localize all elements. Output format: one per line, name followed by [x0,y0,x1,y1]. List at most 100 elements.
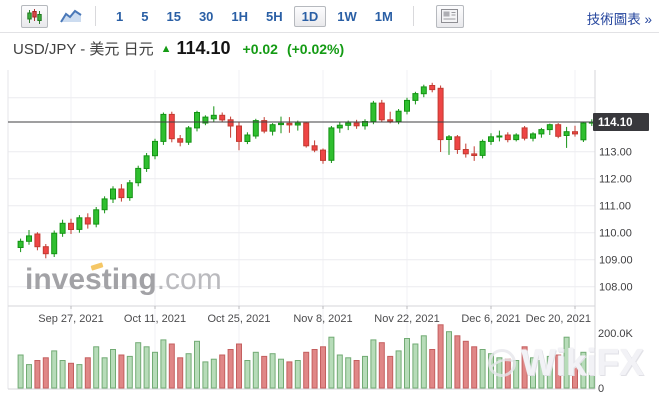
volume-bar [118,354,125,389]
candle-body [26,235,32,242]
candle-body [328,127,335,161]
volume-bar [252,351,259,389]
candlestick-chart-button[interactable] [21,4,48,28]
candle-body [269,124,276,132]
candle-body [252,120,259,137]
candle-body [429,85,436,91]
investing-com-watermark: investing.com [25,262,222,297]
price-change: +0.02 [242,41,278,57]
interval-button-1H[interactable]: 1H [231,8,249,24]
candle-body [454,136,461,151]
volume-bar [261,355,268,389]
candle-body [555,124,562,137]
volume-bar [454,335,461,389]
price-change-percent: (+0.02%) [286,41,345,57]
volume-bar [177,357,184,389]
candle-body [311,145,318,151]
date-axis-label: Nov 8, 2021 [293,313,352,325]
interval-button-5[interactable]: 5 [141,8,149,24]
date-axis-label: Dec 6, 2021 [461,313,520,325]
candle-body [160,113,167,142]
date-axis-label: Oct 25, 2021 [208,313,271,325]
volume-bar [446,331,452,389]
interval-button-15[interactable]: 15 [166,8,181,24]
news-icon [441,9,459,23]
candle-body [168,113,175,140]
volume-bar [42,357,49,389]
candle-body [202,116,209,124]
volume-bar [219,354,226,389]
volume-bar [76,364,83,389]
price-up-arrow-icon: ▲ [160,43,172,55]
candle-body [152,140,158,157]
toolbar-divider [95,6,96,26]
investing-watermark-suffix: .com [156,263,222,296]
volume-axis-label-max: 200.0K [598,328,634,340]
candle-body [236,125,242,142]
volume-bar [93,346,100,389]
last-price-badge-label: 114.10 [598,117,633,129]
volume-bar [210,358,217,389]
candle-body [395,110,402,122]
volume-bar [244,360,251,389]
candle-body [286,122,293,126]
interval-button-1D[interactable]: 1D [293,5,327,27]
interval-button-1[interactable]: 1 [116,8,124,24]
volume-bar [110,349,116,389]
volume-bar [353,360,360,389]
candle-body [521,127,528,139]
volume-bar [160,339,167,389]
volume-bar [320,346,326,389]
volume-bar [462,340,469,389]
candle-body [303,122,310,147]
candle-body [353,122,360,127]
candle-body [34,233,41,248]
line-chart-button[interactable] [57,5,84,28]
volume-bar [580,351,587,389]
technical-chart-link[interactable]: 技術圖表 » [586,12,652,27]
wikifx-watermark: WikiFX [487,342,644,384]
instrument-name: USD/JPY - 美元 日元 [13,41,154,58]
volume-bar [26,364,32,389]
interval-button-group: 1 5 15 30 1H 5H 1D 1W 1M [107,5,402,27]
candle-body [219,114,226,121]
price-axis-label: 112.00 [599,174,632,186]
candle-body [496,135,503,138]
volume-bar [429,349,436,389]
volume-bar [68,362,74,389]
volume-bar [572,362,578,389]
candle-body [110,188,116,200]
interval-button-1M[interactable]: 1M [374,8,393,24]
candlestick-icon [27,8,42,24]
volume-bar [59,360,66,389]
candle-body [51,232,58,255]
candle-body [446,136,452,141]
news-panel-button[interactable] [435,4,464,28]
candle-body [404,99,410,112]
candle-body [370,102,377,122]
interval-button-30[interactable]: 30 [198,8,214,24]
volume-bar [530,357,536,389]
candle-body [504,134,511,141]
candle-body [177,138,184,143]
candle-body [76,217,83,230]
candle-body [68,222,74,231]
interval-button-1W[interactable]: 1W [337,8,357,24]
candle-body [17,240,24,249]
volume-bar [101,357,108,389]
volume-bar [17,354,24,389]
volume-bar [336,354,343,389]
date-axis-label: Dec 20, 2021 [526,313,591,325]
candle-body [135,167,142,184]
price-axis-label: 109.00 [599,255,633,267]
instrument-header: USD/JPY - 美元 日元 ▲ 114.10 +0.02 (+0.02%) [13,38,344,59]
interval-button-5H[interactable]: 5H [266,8,283,24]
volume-bar [84,357,91,389]
candle-body [101,198,108,211]
volume-bar [278,358,284,389]
candle-body [563,131,570,136]
volume-bar [362,355,368,389]
volume-bar [395,350,402,389]
